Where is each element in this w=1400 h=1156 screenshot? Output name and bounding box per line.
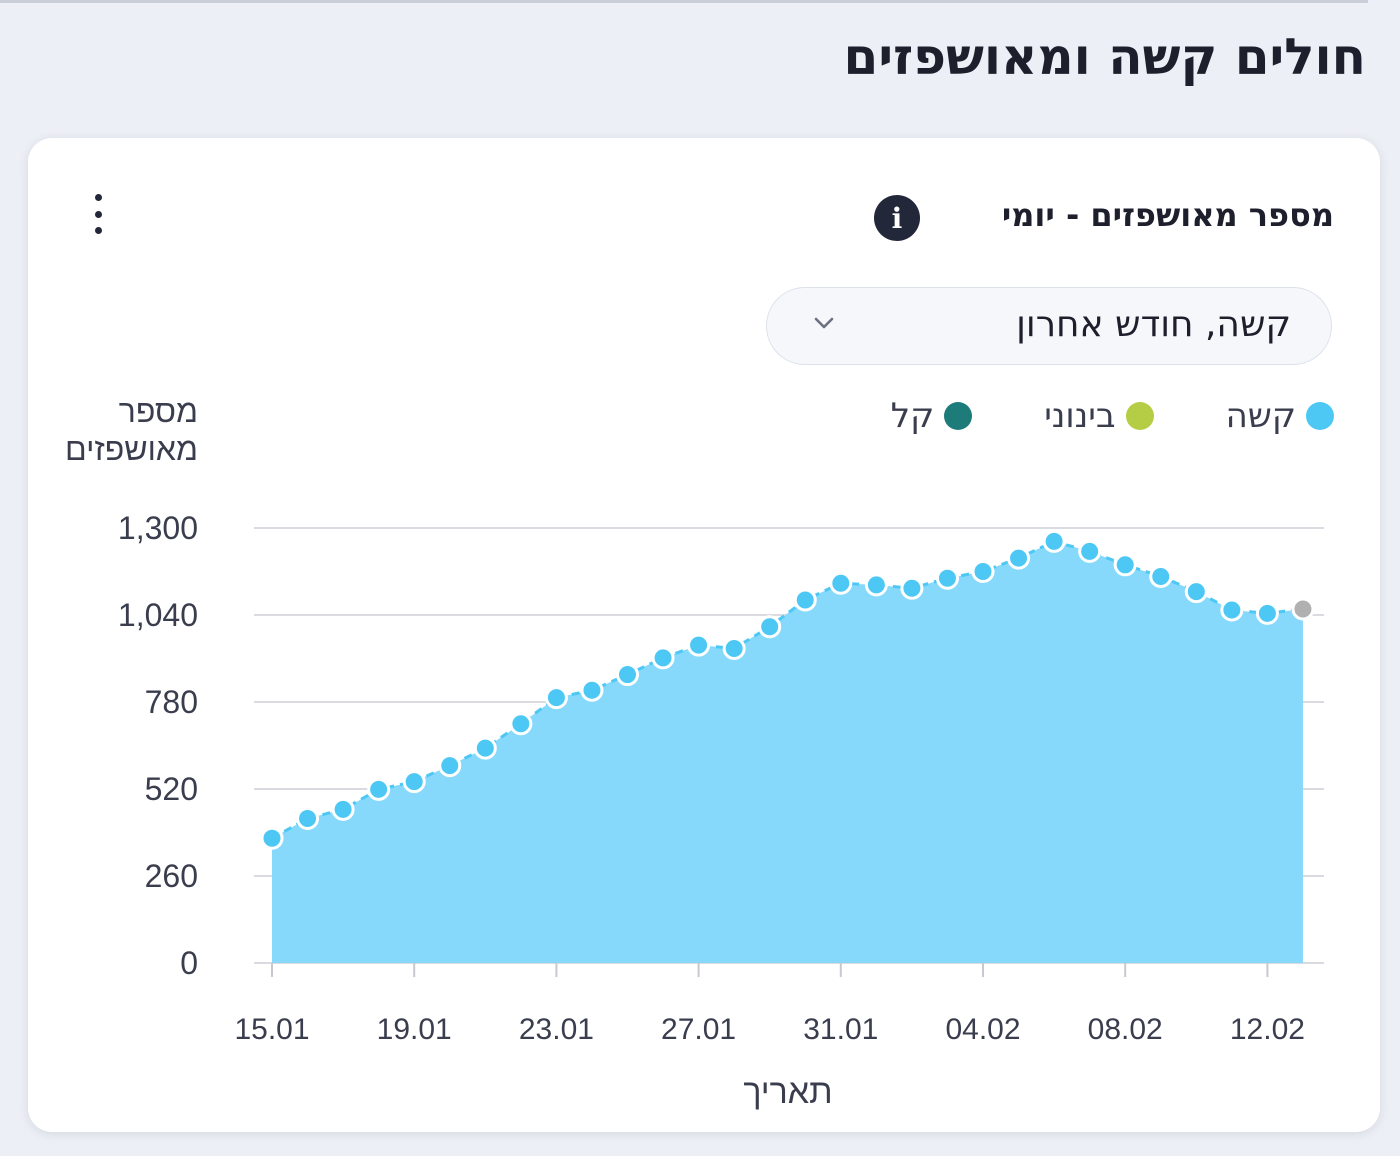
- y-tick-label: 780: [145, 684, 198, 720]
- severity-period-select[interactable]: קשה, חודש אחרון: [766, 287, 1332, 365]
- legend-label: בינוני: [1044, 396, 1116, 436]
- x-tick-label: 23.01: [519, 1013, 594, 1046]
- data-point[interactable]: [544, 686, 568, 710]
- x-tick-label: 04.02: [945, 1013, 1020, 1046]
- x-tick-label: 15.01: [234, 1013, 309, 1046]
- x-axis-label: תאריך: [743, 1073, 832, 1111]
- y-axis-label-line: מאושפזים: [65, 431, 198, 467]
- y-tick-label: 1,300: [118, 510, 198, 546]
- data-point[interactable]: [758, 615, 782, 639]
- data-point[interactable]: [722, 636, 746, 660]
- chart-card: מספר מאושפזים - יומי i קשה, חודש אחרון ק…: [28, 138, 1380, 1132]
- data-point[interactable]: [1220, 598, 1244, 622]
- kebab-dot: [94, 227, 102, 234]
- data-point[interactable]: [1042, 529, 1066, 553]
- chevron-down-icon: [814, 317, 834, 329]
- y-tick-label: 0: [180, 945, 198, 981]
- data-point[interactable]: [331, 797, 355, 821]
- data-point[interactable]: [651, 646, 675, 670]
- series-area: [271, 539, 1304, 963]
- legend-dot-moderate: [1125, 402, 1154, 430]
- kebab-dot: [94, 210, 102, 218]
- card-title: מספר מאושפזים - יומי: [1001, 196, 1334, 234]
- data-point[interactable]: [509, 712, 533, 736]
- top-divider: [0, 0, 1368, 3]
- data-point[interactable]: [971, 560, 995, 583]
- data-point[interactable]: [438, 754, 462, 778]
- select-value: קשה, חודש אחרון: [1016, 304, 1291, 345]
- kebab-dot: [94, 194, 102, 201]
- x-tick-label: 27.01: [661, 1013, 736, 1046]
- x-tick-label: 31.01: [803, 1013, 878, 1046]
- data-point[interactable]: [1184, 580, 1208, 604]
- y-axis-label-line: מספר: [119, 393, 198, 429]
- legend-item-severe[interactable]: קשה: [1226, 396, 1334, 436]
- data-point[interactable]: [1149, 565, 1173, 589]
- y-tick-label: 520: [145, 771, 198, 807]
- data-point[interactable]: [829, 571, 853, 595]
- data-point[interactable]: [616, 663, 639, 687]
- x-tick-label: 12.02: [1230, 1013, 1305, 1046]
- legend-item-moderate[interactable]: בינוני: [1044, 396, 1154, 436]
- chart-legend: קשה בינוני קל: [891, 396, 1334, 436]
- x-axis: 15.01 19.01 23.01 27.01 31.01 04.02 08.02 12.02: [234, 963, 1305, 1046]
- x-tick-label: 08.02: [1088, 1013, 1163, 1046]
- data-point[interactable]: [687, 633, 711, 657]
- info-icon[interactable]: i: [874, 195, 920, 241]
- data-point[interactable]: [473, 736, 497, 760]
- data-point[interactable]: [1113, 553, 1137, 577]
- x-tick-label: 19.01: [377, 1013, 452, 1046]
- kebab-menu-icon[interactable]: [86, 194, 110, 234]
- data-point[interactable]: [793, 588, 817, 612]
- legend-dot-mild: [944, 402, 973, 430]
- data-point[interactable]: [367, 777, 391, 801]
- data-point[interactable]: [580, 678, 604, 702]
- data-point[interactable]: [935, 566, 959, 590]
- data-point[interactable]: [900, 576, 924, 600]
- data-point[interactable]: [1007, 546, 1031, 570]
- series-points: [260, 529, 1315, 850]
- data-point[interactable]: [1291, 597, 1315, 621]
- data-point[interactable]: [402, 770, 426, 794]
- data-point[interactable]: [1078, 539, 1102, 563]
- legend-label: קשה: [1225, 396, 1296, 436]
- y-tick-label: 1,040: [118, 597, 198, 633]
- legend-item-mild[interactable]: קל: [890, 396, 973, 436]
- y-tick-label: 260: [145, 858, 198, 894]
- legend-dot-severe: [1306, 402, 1334, 430]
- series-area-fill: [272, 541, 1303, 963]
- data-point[interactable]: [260, 826, 284, 850]
- section-title: חולים קשה ומאושפזים: [843, 28, 1366, 86]
- data-point[interactable]: [296, 806, 320, 830]
- legend-label: קל: [890, 396, 935, 436]
- data-point[interactable]: [864, 573, 888, 597]
- data-point[interactable]: [1255, 601, 1279, 625]
- hospitalized-area-chart: מספר מאושפזים 0 260 520 780 1,040 1,300 15.01…: [65, 393, 1324, 1111]
